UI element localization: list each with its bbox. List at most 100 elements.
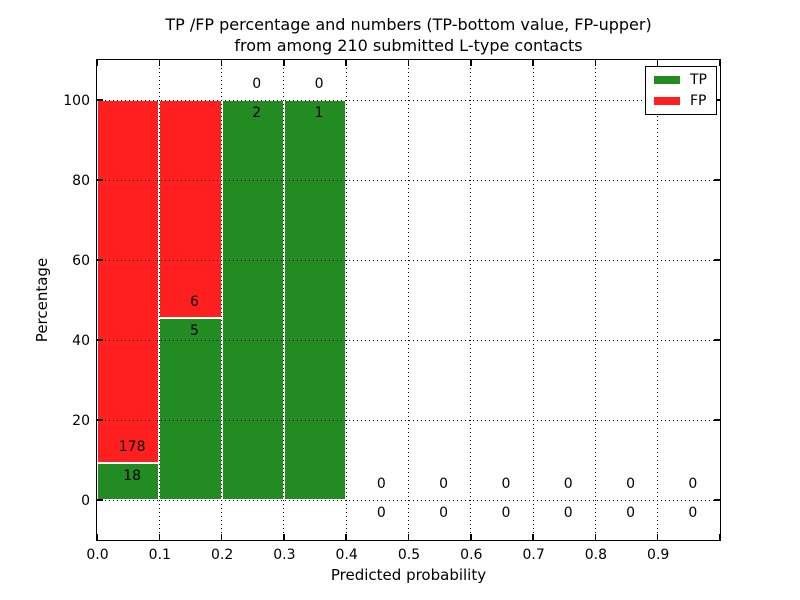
y-tick-mark (97, 99, 103, 101)
y-tick-mark (97, 339, 103, 341)
y-tick-mark (714, 179, 720, 181)
x-tick-label: 0.4 (335, 547, 358, 563)
x-tick-mark (594, 534, 597, 540)
y-tick-label: 20 (72, 412, 90, 429)
bar-fp-segment (97, 100, 160, 464)
chart-title-line1: TP /FP percentage and numbers (TP-bottom… (165, 15, 652, 34)
legend-swatch-fp (654, 97, 680, 105)
gridline-horizontal (97, 419, 720, 421)
x-tick-mark (345, 534, 347, 540)
gridline-vertical (408, 60, 409, 540)
x-tick-mark (470, 60, 472, 66)
x-tick-mark (220, 534, 223, 540)
annotation-tp-count: 2 (252, 105, 262, 121)
legend-entry: FP (654, 94, 707, 108)
x-tick-mark (719, 534, 721, 540)
x-tick-mark (407, 60, 410, 66)
x-tick-mark (283, 60, 285, 66)
x-tick-mark (656, 60, 659, 66)
annotation-tp-count: 0 (688, 505, 698, 521)
annotation-tp-count: 1 (314, 105, 324, 121)
x-tick-label: 0.6 (460, 547, 483, 563)
annotation-fp-count: 0 (563, 475, 573, 492)
bar-tp-segment (97, 463, 160, 500)
y-tick-mark (714, 339, 720, 341)
gridline-vertical (283, 60, 285, 540)
y-axis-label: Percentage (33, 257, 51, 343)
x-tick-mark (96, 60, 98, 66)
annotation-tp-count: 0 (439, 505, 449, 521)
annotation-fp-count: 0 (501, 475, 511, 492)
legend-swatch-tp (654, 76, 680, 84)
annotation-fp-count: 0 (314, 75, 324, 92)
gridline-vertical (345, 60, 347, 540)
y-tick-label: 80 (72, 172, 90, 189)
annotation-fp-count: 178 (118, 438, 146, 455)
annotation-fp-count: 0 (626, 475, 636, 492)
x-tick-mark (158, 534, 161, 540)
gridline-horizontal (97, 259, 720, 261)
legend-entry: TP (654, 73, 707, 87)
y-tick-mark (714, 419, 720, 421)
x-tick-mark (532, 534, 534, 540)
x-tick-mark (96, 534, 98, 540)
bar-tp-segment (283, 100, 347, 500)
chart-title: TP /FP percentage and numbers (TP-bottom… (97, 14, 720, 56)
x-tick-label: 0.3 (273, 547, 296, 563)
grid-layer (97, 60, 720, 540)
y-tick-mark (714, 259, 720, 261)
legend: TP FP (645, 66, 717, 115)
gridline-vertical (532, 60, 534, 540)
x-tick-label: 0.2 (210, 547, 234, 563)
annotation-tp-count: 0 (501, 505, 511, 521)
legend-label-fp: FP (690, 93, 707, 109)
annotations-layer: 178 18 6 5 0 2 0 1 0 0 0 0 0 0 0 0 0 0 0 0 (97, 60, 720, 540)
gridline-vertical (594, 60, 596, 540)
plot-area: 178 18 6 5 0 2 0 1 0 0 0 0 0 0 0 0 0 0 0 0 TP FP (96, 59, 721, 541)
x-tick-label: 0.7 (522, 547, 545, 563)
x-tick-mark (283, 534, 285, 540)
annotation-tp-count: 0 (563, 505, 573, 521)
gridline-vertical (158, 60, 160, 540)
y-tick-label: 60 (72, 252, 90, 269)
y-tick-mark (714, 99, 720, 101)
y-tick-label: 40 (72, 332, 90, 349)
ticks-layer (96, 60, 721, 540)
x-tick-label: 0.8 (584, 547, 608, 563)
annotation-fp-count: 6 (189, 293, 199, 310)
x-tick-mark (532, 60, 534, 66)
annotation-fp-count: 0 (688, 475, 698, 492)
gridline-horizontal (97, 179, 720, 181)
x-tick-label: 0.0 (86, 547, 109, 563)
annotation-fp-count: 0 (252, 75, 262, 92)
annotation-tp-count: 0 (376, 505, 386, 521)
x-tick-mark (220, 60, 223, 66)
y-tick-mark (97, 499, 103, 501)
x-tick-mark (594, 60, 597, 66)
gridline-horizontal (97, 499, 720, 501)
annotation-fp-count: 0 (439, 475, 449, 492)
annotation-tp-count: 18 (123, 468, 142, 485)
bar-fp-segment (159, 100, 222, 319)
y-tick-label: 0 (81, 492, 90, 509)
x-tick-label: 0.9 (647, 547, 670, 563)
x-tick-mark (470, 534, 472, 540)
x-tick-mark (345, 60, 347, 66)
annotation-fp-count: 0 (376, 475, 386, 492)
bar-tp-segment (221, 100, 284, 500)
chart-title-line2: from among 210 submitted L-type contacts (234, 36, 583, 55)
gridline-horizontal (97, 339, 720, 341)
x-tick-label: 0.1 (148, 547, 171, 563)
bars-layer (97, 60, 720, 540)
x-tick-label: 0.5 (397, 547, 421, 563)
x-tick-mark (158, 60, 161, 66)
bar-tp-segment (159, 318, 222, 500)
x-tick-mark (719, 60, 721, 66)
y-tick-mark (97, 179, 103, 181)
gridline-vertical (221, 60, 223, 540)
legend-label-tp: TP (690, 72, 707, 88)
gridline-vertical (470, 60, 472, 540)
x-tick-mark (656, 534, 659, 540)
gridline-vertical (657, 60, 659, 540)
